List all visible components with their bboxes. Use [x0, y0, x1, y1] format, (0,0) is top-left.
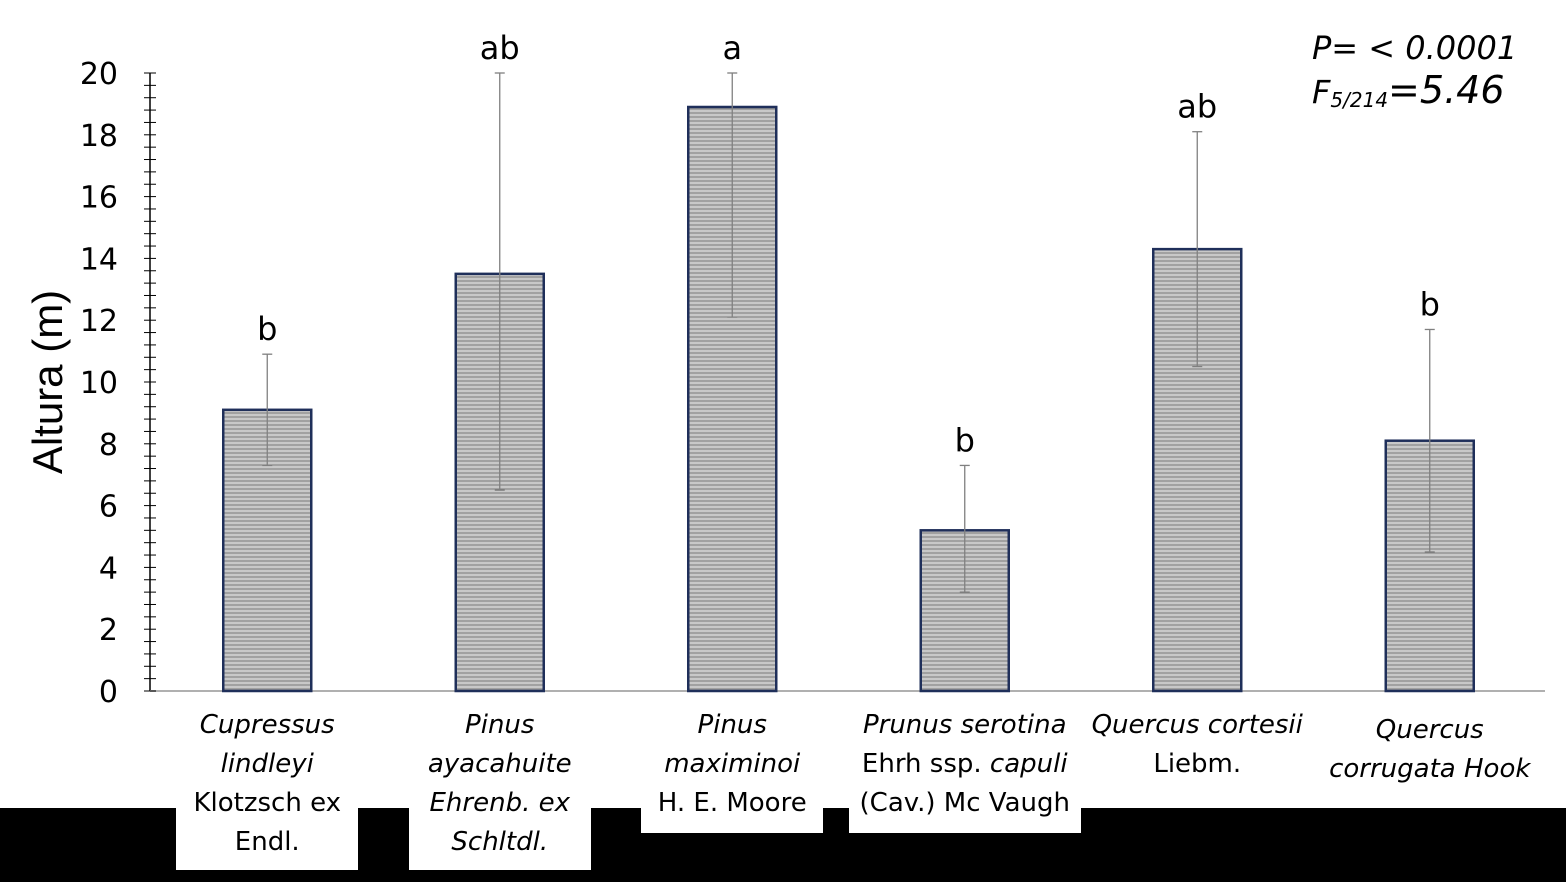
y-tick-label: 12 — [80, 304, 118, 339]
p-value-text: P= < 0.0001 — [1312, 29, 1518, 67]
x-tick-label-line: Quercus cortesii — [1091, 710, 1303, 740]
x-tick-label-line: H. E. Moore — [657, 788, 807, 818]
x-tick-label-line: Pinus — [465, 710, 535, 740]
group-letter: ab — [1177, 88, 1217, 126]
group-letter: b — [257, 310, 277, 348]
x-tick-label-line: lindleyi — [220, 749, 314, 779]
y-tick-label: 8 — [99, 428, 118, 463]
y-tick-label: 10 — [80, 366, 118, 401]
bars — [222, 105, 1475, 693]
x-tick-label: Quercus cortesii Liebm. — [1077, 706, 1318, 792]
x-tick-label-line: Endl. — [234, 827, 300, 857]
x-tick-label-line: Ehrenb. ex — [429, 788, 571, 818]
x-tick-label: Prunus serotina Ehrh ssp. capuli (Cav.) Mc… — [848, 706, 1081, 833]
x-tick-label-line: corrugata Hook — [1329, 754, 1531, 784]
x-tick-label-line: Prunus serotina — [862, 710, 1067, 740]
stats-annotation: P= < 0.0001 F5/214=5.46 — [1312, 28, 1517, 116]
y-tick-label: 14 — [80, 242, 118, 277]
f-prefix: F — [1312, 73, 1331, 111]
x-tick-label: Cupressus lindleyi Klotzsch ex Endl. — [176, 706, 359, 870]
y-axis-label: Altura (m) — [24, 290, 71, 474]
axes: 0 2 4 6 8 10 12 14 16 18 20 — [80, 57, 1545, 710]
y-tick-label: 2 — [99, 613, 118, 648]
x-tick-label-line: Ehrh ssp. capuli — [861, 749, 1068, 779]
x-tick-label-line: Liebm. — [1153, 749, 1242, 779]
group-letter: b — [1420, 285, 1440, 323]
y-tick-label: 18 — [80, 119, 118, 154]
group-letter: b — [955, 421, 975, 459]
x-tick-label-line: (Cav.) Mc Vaugh — [859, 788, 1070, 818]
y-tick-label: 0 — [99, 675, 118, 710]
y-tick-label: 16 — [80, 181, 118, 216]
x-tick-label-line: Pinus — [697, 710, 767, 740]
f-degrees: 5/214 — [1330, 88, 1389, 112]
x-tick-label: Pinus maximinoi H. E. Moore — [641, 706, 824, 833]
x-tick-label-line: Cupressus — [199, 710, 335, 740]
x-tick-label-line: Klotzsch ex — [193, 788, 342, 818]
f-value: =5.46 — [1388, 68, 1505, 112]
y-tick-label: 4 — [99, 551, 118, 586]
x-tick-label-line: maximinoi — [664, 749, 801, 779]
x-tick-label: Pinus ayacahuite Ehrenb. ex Schltdl. — [408, 706, 591, 870]
x-tick-label: Quercus corrugata Hook — [1314, 711, 1545, 797]
x-tick-label-line: Schltdl. — [451, 827, 549, 857]
x-tick-label-line: Quercus — [1375, 715, 1484, 745]
y-tick-label: 6 — [99, 490, 118, 525]
error-bars — [262, 72, 1435, 593]
f-statistic-text: F5/214=5.46 — [1312, 70, 1517, 116]
group-letter: a — [722, 29, 742, 67]
x-tick-label-line: ayacahuite — [427, 749, 572, 779]
group-letter: ab — [480, 29, 520, 67]
y-tick-label: 20 — [80, 57, 118, 92]
